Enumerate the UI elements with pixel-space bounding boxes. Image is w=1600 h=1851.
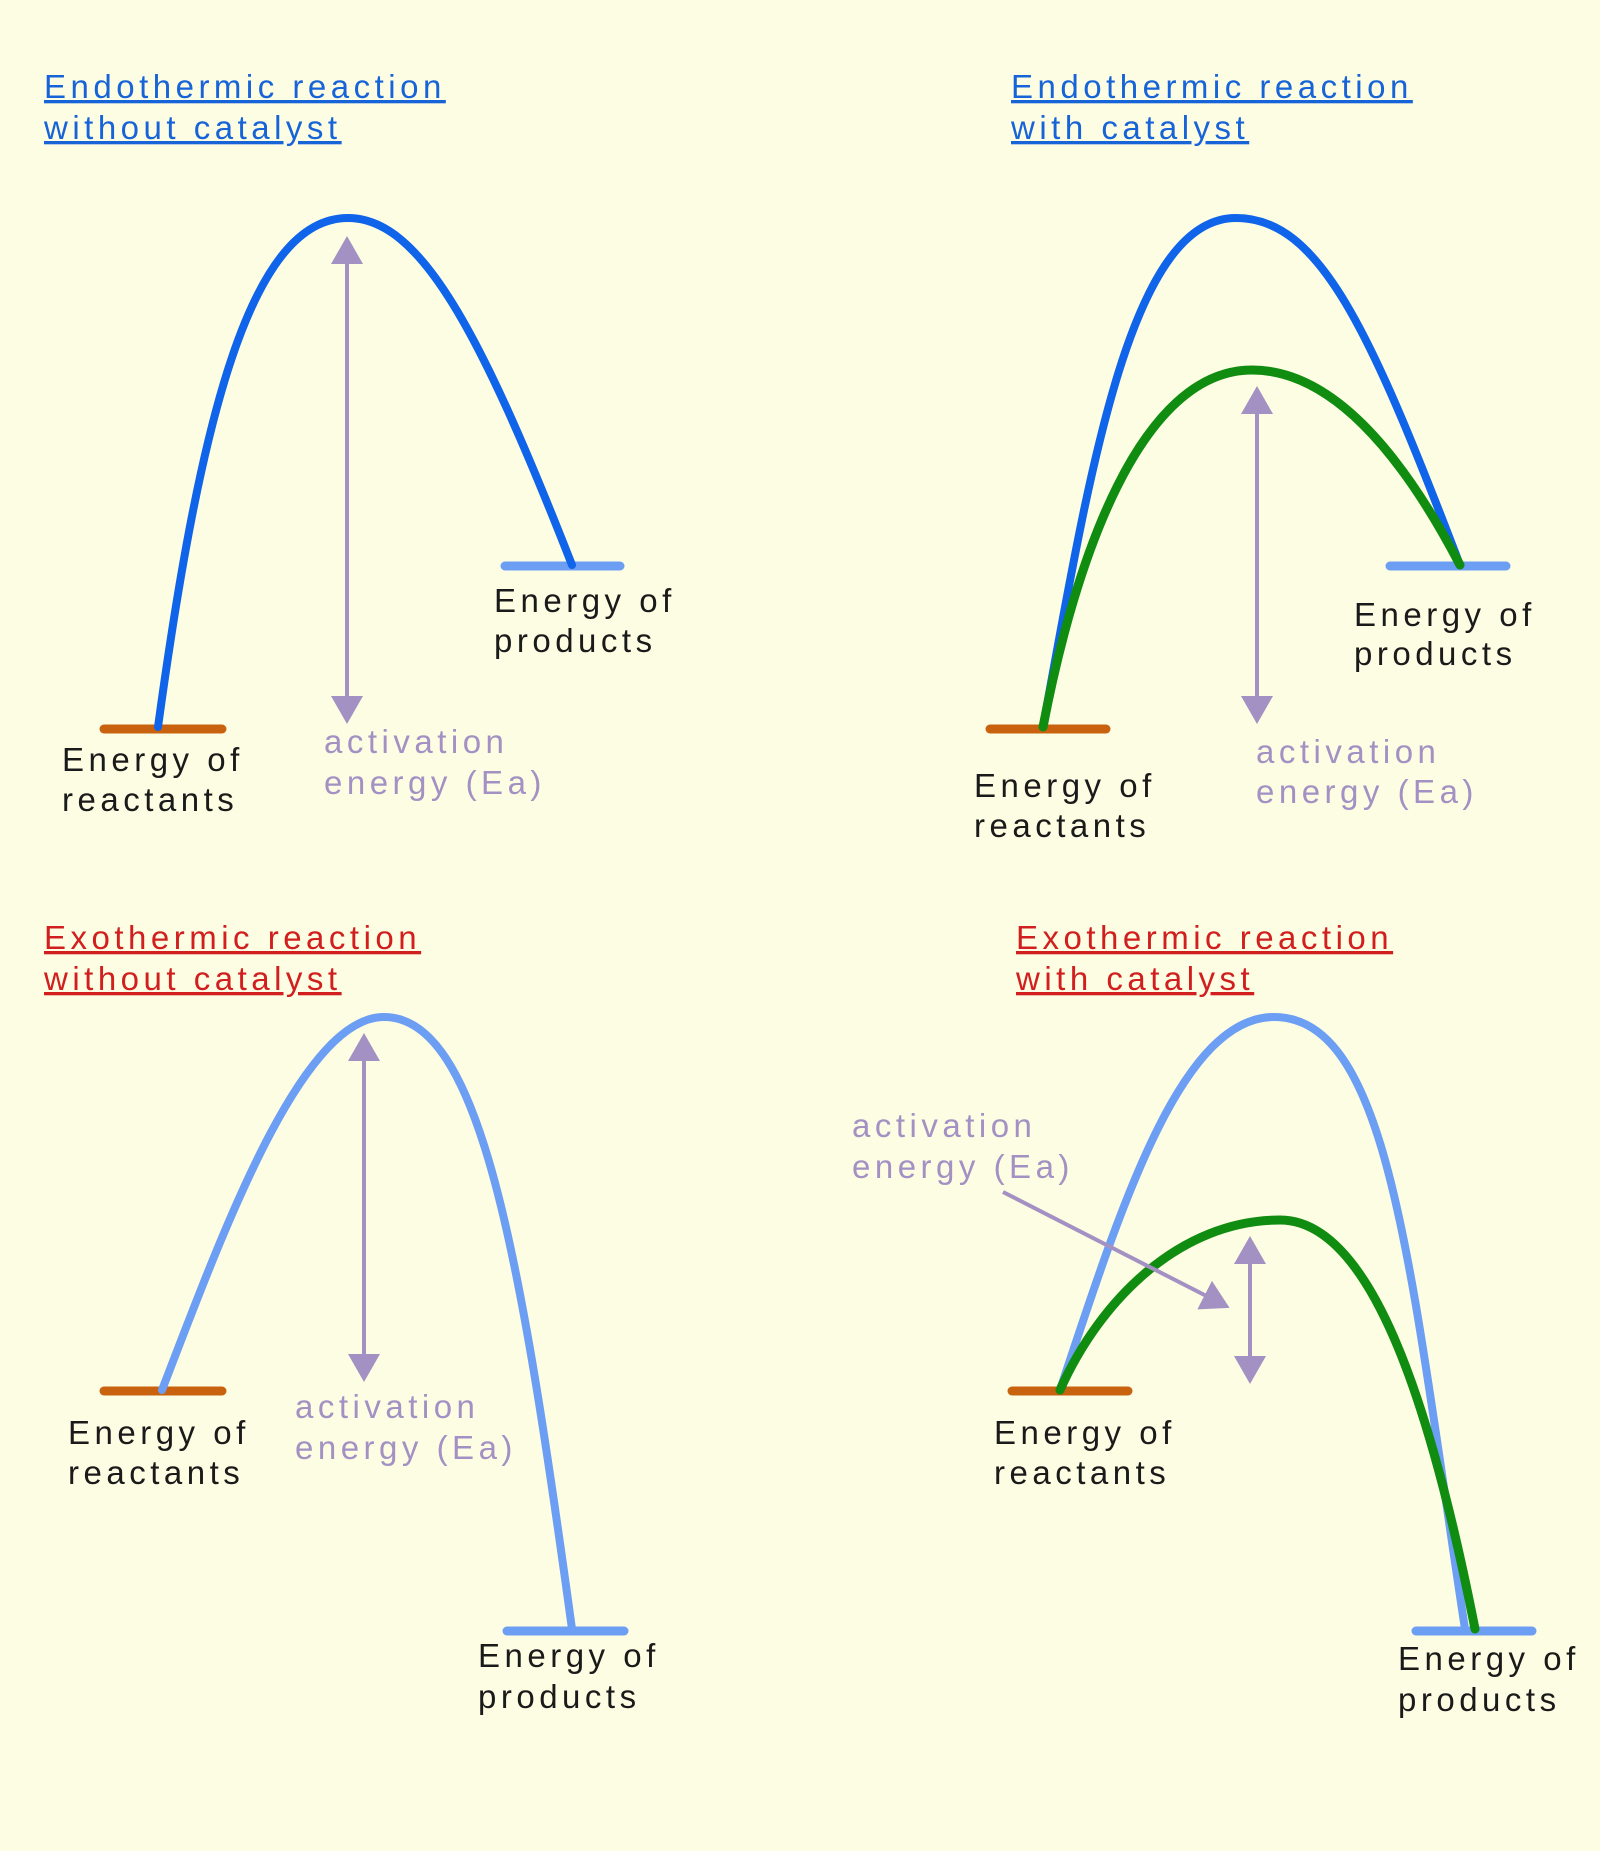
products-label-line2: products [478,1678,641,1715]
panel-exothermic-with-catalyst: Exothermic reaction with catalyst activa… [852,919,1580,1718]
activation-energy-label-line2: energy (Ea) [295,1429,517,1466]
activation-energy-label-line2: energy (Ea) [1256,773,1478,810]
products-label-line2: products [494,622,657,659]
uncatalysed-reaction-curve [1039,213,1464,731]
reactants-label-line1: Energy of [62,741,244,778]
reactants-label-line2: reactants [62,781,238,818]
products-label-line1: Energy of [1398,1640,1580,1677]
panel-title-line1: Exothermic reaction [44,919,421,956]
activation-energy-label-line2: energy (Ea) [324,764,546,801]
products-label-line1: Energy of [494,582,676,619]
uncatalysed-reaction-curve [154,213,576,731]
uncatalysed-reaction-curve [158,1012,576,1633]
panel-endothermic-with-catalyst: Endothermic reaction with catalyst Energ… [974,68,1536,844]
activation-energy-label-line2: energy (Ea) [852,1148,1074,1185]
panel-title-line2: with catalyst [1015,960,1254,997]
activation-energy-label-line1: activation [1256,733,1440,770]
reactants-label-line2: reactants [994,1454,1170,1491]
products-label-line1: Energy of [478,1637,660,1674]
activation-energy-label-line1: activation [852,1107,1036,1144]
panel-title-line2: without catalyst [43,960,342,997]
reactants-label-line2: reactants [974,807,1150,844]
catalysed-reaction-curve [1055,1215,1480,1634]
products-label-line2: products [1354,635,1517,672]
uncatalysed-reaction-curve [1056,1012,1469,1633]
panel-title-line2: without catalyst [43,109,342,146]
activation-energy-pointer-arrow [1002,1190,1230,1310]
reactants-label-line2: reactants [68,1454,244,1491]
reactants-label-line1: Energy of [994,1414,1176,1451]
panel-endothermic-without-catalyst: Endothermic reaction without catalyst En… [43,68,676,818]
panel-title-line1: Endothermic reaction [44,68,446,105]
panel-exothermic-without-catalyst: Exothermic reaction without catalyst Ene… [43,919,660,1715]
panel-title-line1: Exothermic reaction [1016,919,1393,956]
activation-energy-label-line1: activation [324,723,508,760]
panel-title-line1: Endothermic reaction [1011,68,1413,105]
activation-energy-label-line1: activation [295,1388,479,1425]
reactants-label-line1: Energy of [974,767,1156,804]
products-label-line2: products [1398,1681,1561,1718]
products-label-line1: Energy of [1354,596,1536,633]
panel-title-line2: with catalyst [1010,109,1249,146]
catalysed-reaction-curve [1038,365,1465,732]
reactants-label-line1: Energy of [68,1414,250,1451]
